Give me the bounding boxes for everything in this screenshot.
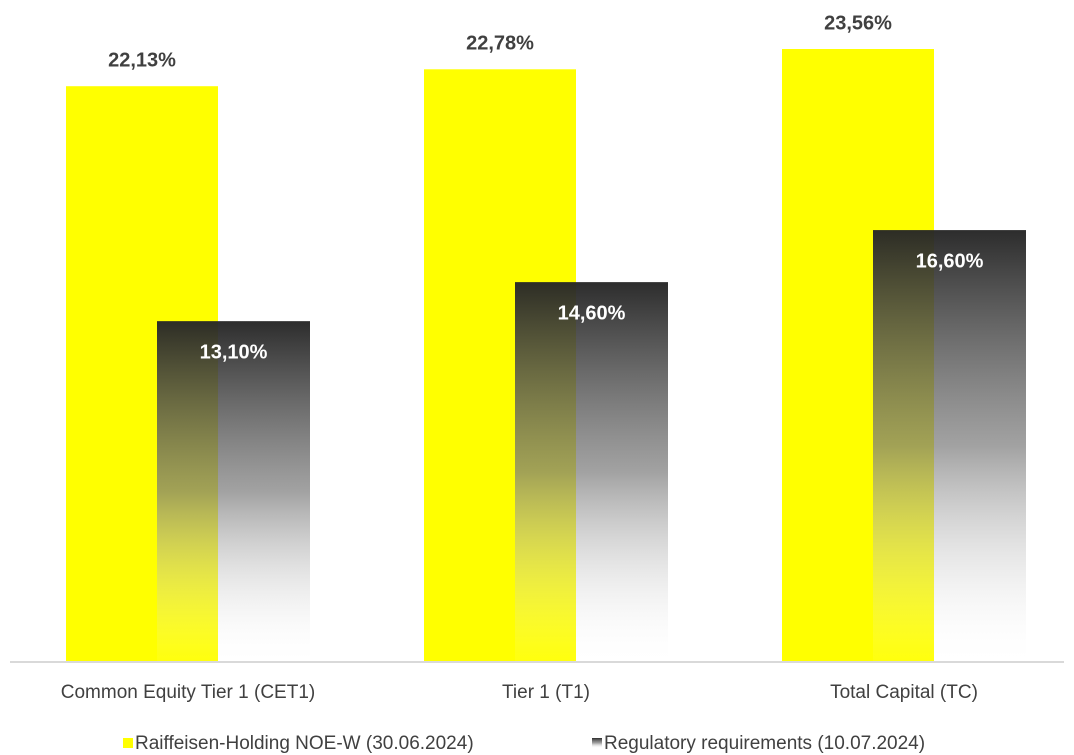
bar [515, 282, 668, 662]
data-label: 16,60% [916, 250, 984, 272]
x-tick-label: Common Equity Tier 1 (CET1) [61, 682, 315, 703]
x-tick-label: Total Capital (TC) [830, 682, 978, 703]
legend-swatch [123, 738, 133, 748]
legend-swatch [592, 738, 602, 748]
x-tick-label: Tier 1 (T1) [502, 682, 590, 703]
data-label: 13,10% [200, 341, 268, 363]
bar [873, 230, 1026, 663]
data-label: 22,13% [108, 49, 176, 71]
legend-label: Regulatory requirements (10.07.2024) [604, 733, 925, 754]
bar [157, 321, 310, 662]
legend-label: Raiffeisen-Holding NOE-W (30.06.2024) [135, 733, 474, 754]
data-label: 14,60% [558, 302, 626, 324]
data-label: 23,56% [824, 12, 892, 34]
data-label: 22,78% [466, 33, 534, 55]
